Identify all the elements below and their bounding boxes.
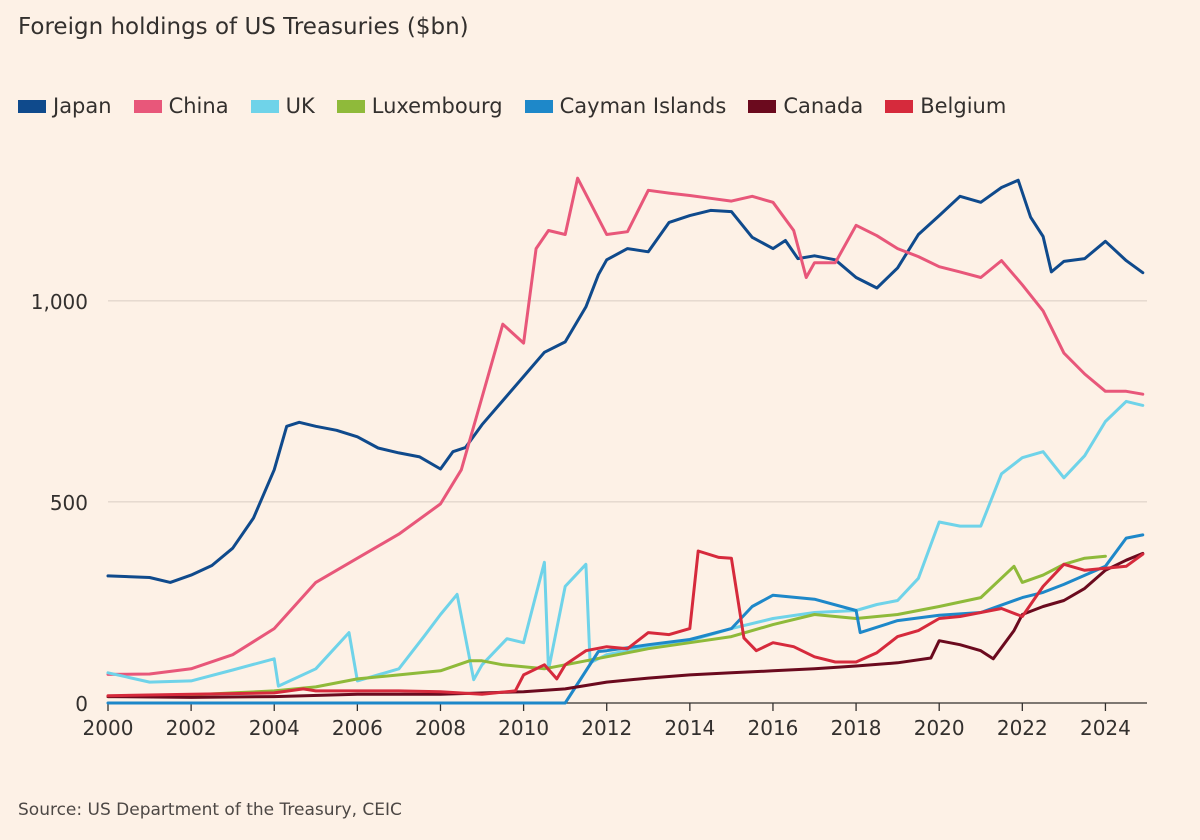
legend-swatch (748, 99, 777, 113)
x-tick-label: 2006 (332, 716, 383, 740)
legend-label: Luxembourg (371, 94, 503, 118)
legend-label: China (168, 94, 229, 118)
legend-swatch (250, 99, 279, 113)
x-tick-label: 2004 (249, 716, 300, 740)
y-tick-label: 0 (75, 692, 88, 716)
x-tick-label: 2024 (1080, 716, 1131, 740)
legend-label: Japan (53, 94, 112, 118)
legend-label: Belgium (920, 94, 1007, 118)
x-tick-label: 2012 (581, 716, 632, 740)
series-line-belgium (106, 549, 1145, 698)
x-tick-label: 2010 (498, 716, 549, 740)
series-line-japan (106, 178, 1145, 584)
x-tick-label: 2014 (664, 716, 715, 740)
legend: Japan China UK Luxembourg Cayman Islands Cana… (18, 94, 1028, 118)
legend-swatch (524, 99, 553, 113)
series-line-china (106, 176, 1145, 676)
legend-swatch (336, 99, 365, 113)
legend-item-canada: Canada (748, 94, 863, 118)
y-tick-label: 500 (50, 491, 88, 515)
legend-item-belgium: Belgium (885, 94, 1006, 118)
legend-item-cayman-islands: Cayman Islands (524, 94, 727, 118)
source-note: Source: US Department of the Treasury, C… (18, 800, 402, 820)
x-tick-label: 2008 (415, 716, 466, 740)
series-line-cayman-islands (106, 533, 1145, 705)
legend-swatch (18, 99, 46, 113)
legend-item-japan: Japan (18, 94, 112, 118)
legend-label: UK (285, 94, 315, 118)
legend-label: Cayman Islands (559, 94, 727, 118)
legend-item-uk: UK (250, 94, 315, 118)
legend-item-luxembourg: Luxembourg (336, 94, 503, 118)
legend-label: Canada (783, 94, 864, 118)
x-tick-label: 2000 (83, 716, 134, 740)
x-tick-label: 2018 (831, 716, 882, 740)
x-tick-label: 2020 (914, 716, 965, 740)
series-line-uk (106, 399, 1145, 688)
x-tick-label: 2022 (997, 716, 1048, 740)
y-tick-label: 1,000 (31, 290, 88, 314)
series-line-luxembourg (106, 554, 1107, 699)
x-tick-label: 2002 (166, 716, 217, 740)
chart-title: Foreign holdings of US Treasuries ($bn) (18, 14, 469, 40)
legend-swatch (133, 99, 162, 113)
x-tick-label: 2016 (748, 716, 799, 740)
series-line-canada (106, 551, 1145, 699)
legend-item-china: China (133, 94, 229, 118)
chart-plot: 0 500 1,000 2000 2002 2004 2006 2008 2010 2012 201… (31, 176, 1147, 740)
legend-swatch (885, 99, 914, 113)
